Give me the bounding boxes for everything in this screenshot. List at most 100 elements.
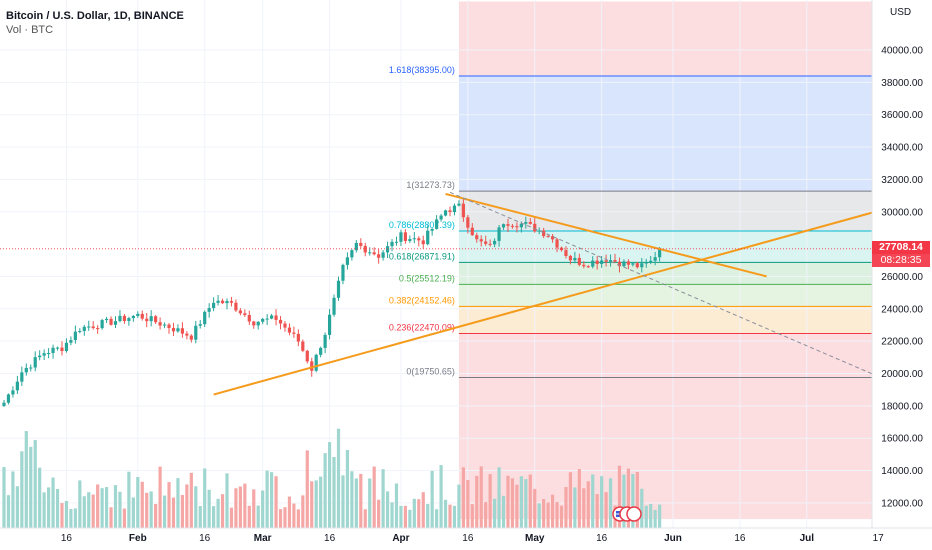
candle [283,323,287,328]
time-axis [0,528,932,550]
volume-bar [501,495,506,528]
fib-zone [458,75,883,192]
candle [461,203,465,218]
volume-bar [24,431,28,528]
volume-bar [216,498,220,528]
grid [0,0,879,528]
trendline[interactable] [213,207,888,396]
price-tick-label: 14000.00 [881,466,923,477]
candle [296,333,300,342]
candle [69,340,73,343]
volume-bar [278,509,283,528]
volume-bar [377,499,381,528]
candle [568,255,573,261]
volume-bar [136,477,140,528]
trendline[interactable] [445,192,767,278]
candle [20,372,24,382]
candle [457,203,461,206]
volume-bar [403,505,407,528]
candle [332,297,336,315]
candle [452,205,457,213]
volume-bar [2,467,6,528]
volume-bar [390,502,394,528]
candle [408,239,412,241]
candle [644,262,648,264]
candle [631,263,635,265]
volume-bar [475,475,479,528]
fib-zone [458,191,883,232]
volume-bar [461,467,465,528]
volume-bar [345,449,350,528]
candle [515,226,519,228]
volume-bar [430,470,434,528]
volume-bar [617,465,622,528]
volume-bar [91,494,95,528]
candle [443,210,448,216]
candle [323,334,327,348]
candle [399,232,403,242]
candle [533,223,537,232]
candle [542,230,546,237]
candle [104,318,109,321]
volume-bar [145,492,149,528]
volume-bar [140,481,144,528]
candle [216,300,220,303]
volume-bar [319,476,323,528]
time-tick-label: 16 [734,533,746,544]
volume-bar [399,505,403,528]
volume-bar [595,494,599,528]
volume-bar [644,505,648,528]
candle [506,224,510,226]
volume-bar [283,507,287,528]
candle [180,328,184,334]
candle [341,264,345,281]
volume-bar [493,498,497,528]
candle [510,225,515,227]
volume-bar [33,440,37,528]
volume-bar [586,481,590,528]
fib-zone [458,262,883,285]
candle [493,240,497,245]
volume-indicator-label[interactable]: Vol · BTC [6,24,54,36]
candle [595,260,599,264]
chart-icons [612,506,642,522]
trendline[interactable] [449,191,883,379]
candle [47,353,51,355]
candle [29,367,33,369]
volume-bar [78,480,82,528]
volume-bar [350,471,354,528]
price-tick-label: 20000.00 [881,369,923,380]
candle [537,230,541,232]
volume-bar [466,480,470,528]
price-tick-label: 30000.00 [881,207,923,218]
candle [33,357,37,368]
volume-bar [15,486,19,528]
volume-bar [274,476,278,528]
fibonacci-zones [458,1,883,520]
time-tick-label: Feb [129,533,147,544]
volume-bar [296,509,300,528]
price-tick-label: 16000.00 [881,434,923,445]
candle [466,217,470,228]
price-tick-label: 18000.00 [881,401,923,412]
candle [212,302,216,309]
volume-bar [252,489,256,528]
volume-bar [479,466,483,528]
volume-bar [47,487,51,528]
candle [564,250,568,256]
candle [524,222,528,224]
volume-bar [640,488,644,528]
trendlines[interactable] [213,191,888,396]
volume-bar [417,499,421,528]
candle [278,319,283,324]
candle [350,250,354,258]
volume-bar [559,505,564,528]
volume-bar [577,469,581,528]
candle [519,223,523,228]
candle [145,318,149,322]
price-tick-label: 36000.00 [881,110,923,121]
volume-bar [452,505,457,528]
symbol-title[interactable]: Bitcoin / U.S. Dollar, 1D, BINANCE [6,10,184,22]
candle [234,302,238,311]
